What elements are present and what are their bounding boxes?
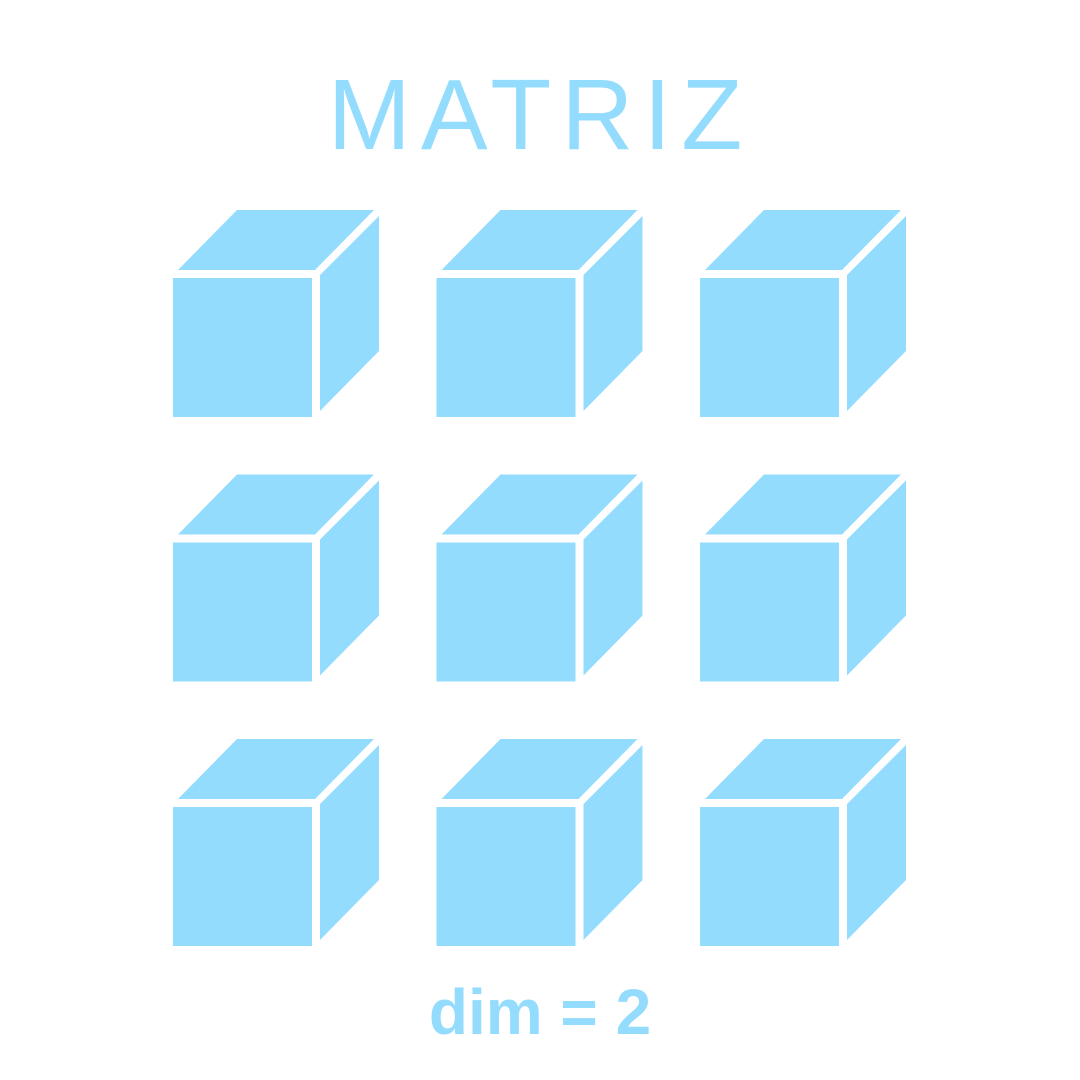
cube-front-face <box>700 807 839 946</box>
cube-side-face <box>583 216 643 411</box>
cube-front-face <box>173 542 312 682</box>
cube-front-face <box>700 278 839 417</box>
cube-top-face <box>441 210 638 270</box>
page-title: MATRIZ <box>327 59 753 171</box>
cube-side-face <box>847 216 906 411</box>
cube-side-face <box>583 745 643 940</box>
cube-side-face <box>847 745 906 940</box>
dimension-label: dim = 2 <box>428 976 652 1048</box>
cube-front-face <box>173 807 312 946</box>
cube-front-face <box>173 278 312 417</box>
cube-icon <box>173 474 379 682</box>
cube-top-face <box>441 474 638 535</box>
cube-front-face <box>700 542 839 682</box>
cube-icon <box>173 739 379 946</box>
cube-icon <box>700 474 906 682</box>
cube-front-face <box>436 807 576 946</box>
cube-icon <box>700 739 906 946</box>
cube-top-face <box>705 474 901 535</box>
cube-icon <box>173 210 379 417</box>
cube-top-face <box>178 474 374 535</box>
cube-side-face <box>847 480 906 676</box>
cube-side-face <box>583 480 643 676</box>
cube-icon <box>436 210 643 417</box>
cube-side-face <box>320 745 379 940</box>
cube-top-face <box>705 739 901 799</box>
cube-icon <box>436 739 643 946</box>
cube-icon <box>436 474 643 682</box>
cube-top-face <box>178 210 374 270</box>
cube-side-face <box>320 480 379 676</box>
cube-top-face <box>705 210 901 270</box>
cube-front-face <box>436 278 576 417</box>
cube-icon <box>700 210 906 417</box>
cube-top-face <box>178 739 374 799</box>
cube-front-face <box>436 542 576 682</box>
cube-side-face <box>320 216 379 411</box>
cube-top-face <box>441 739 638 799</box>
